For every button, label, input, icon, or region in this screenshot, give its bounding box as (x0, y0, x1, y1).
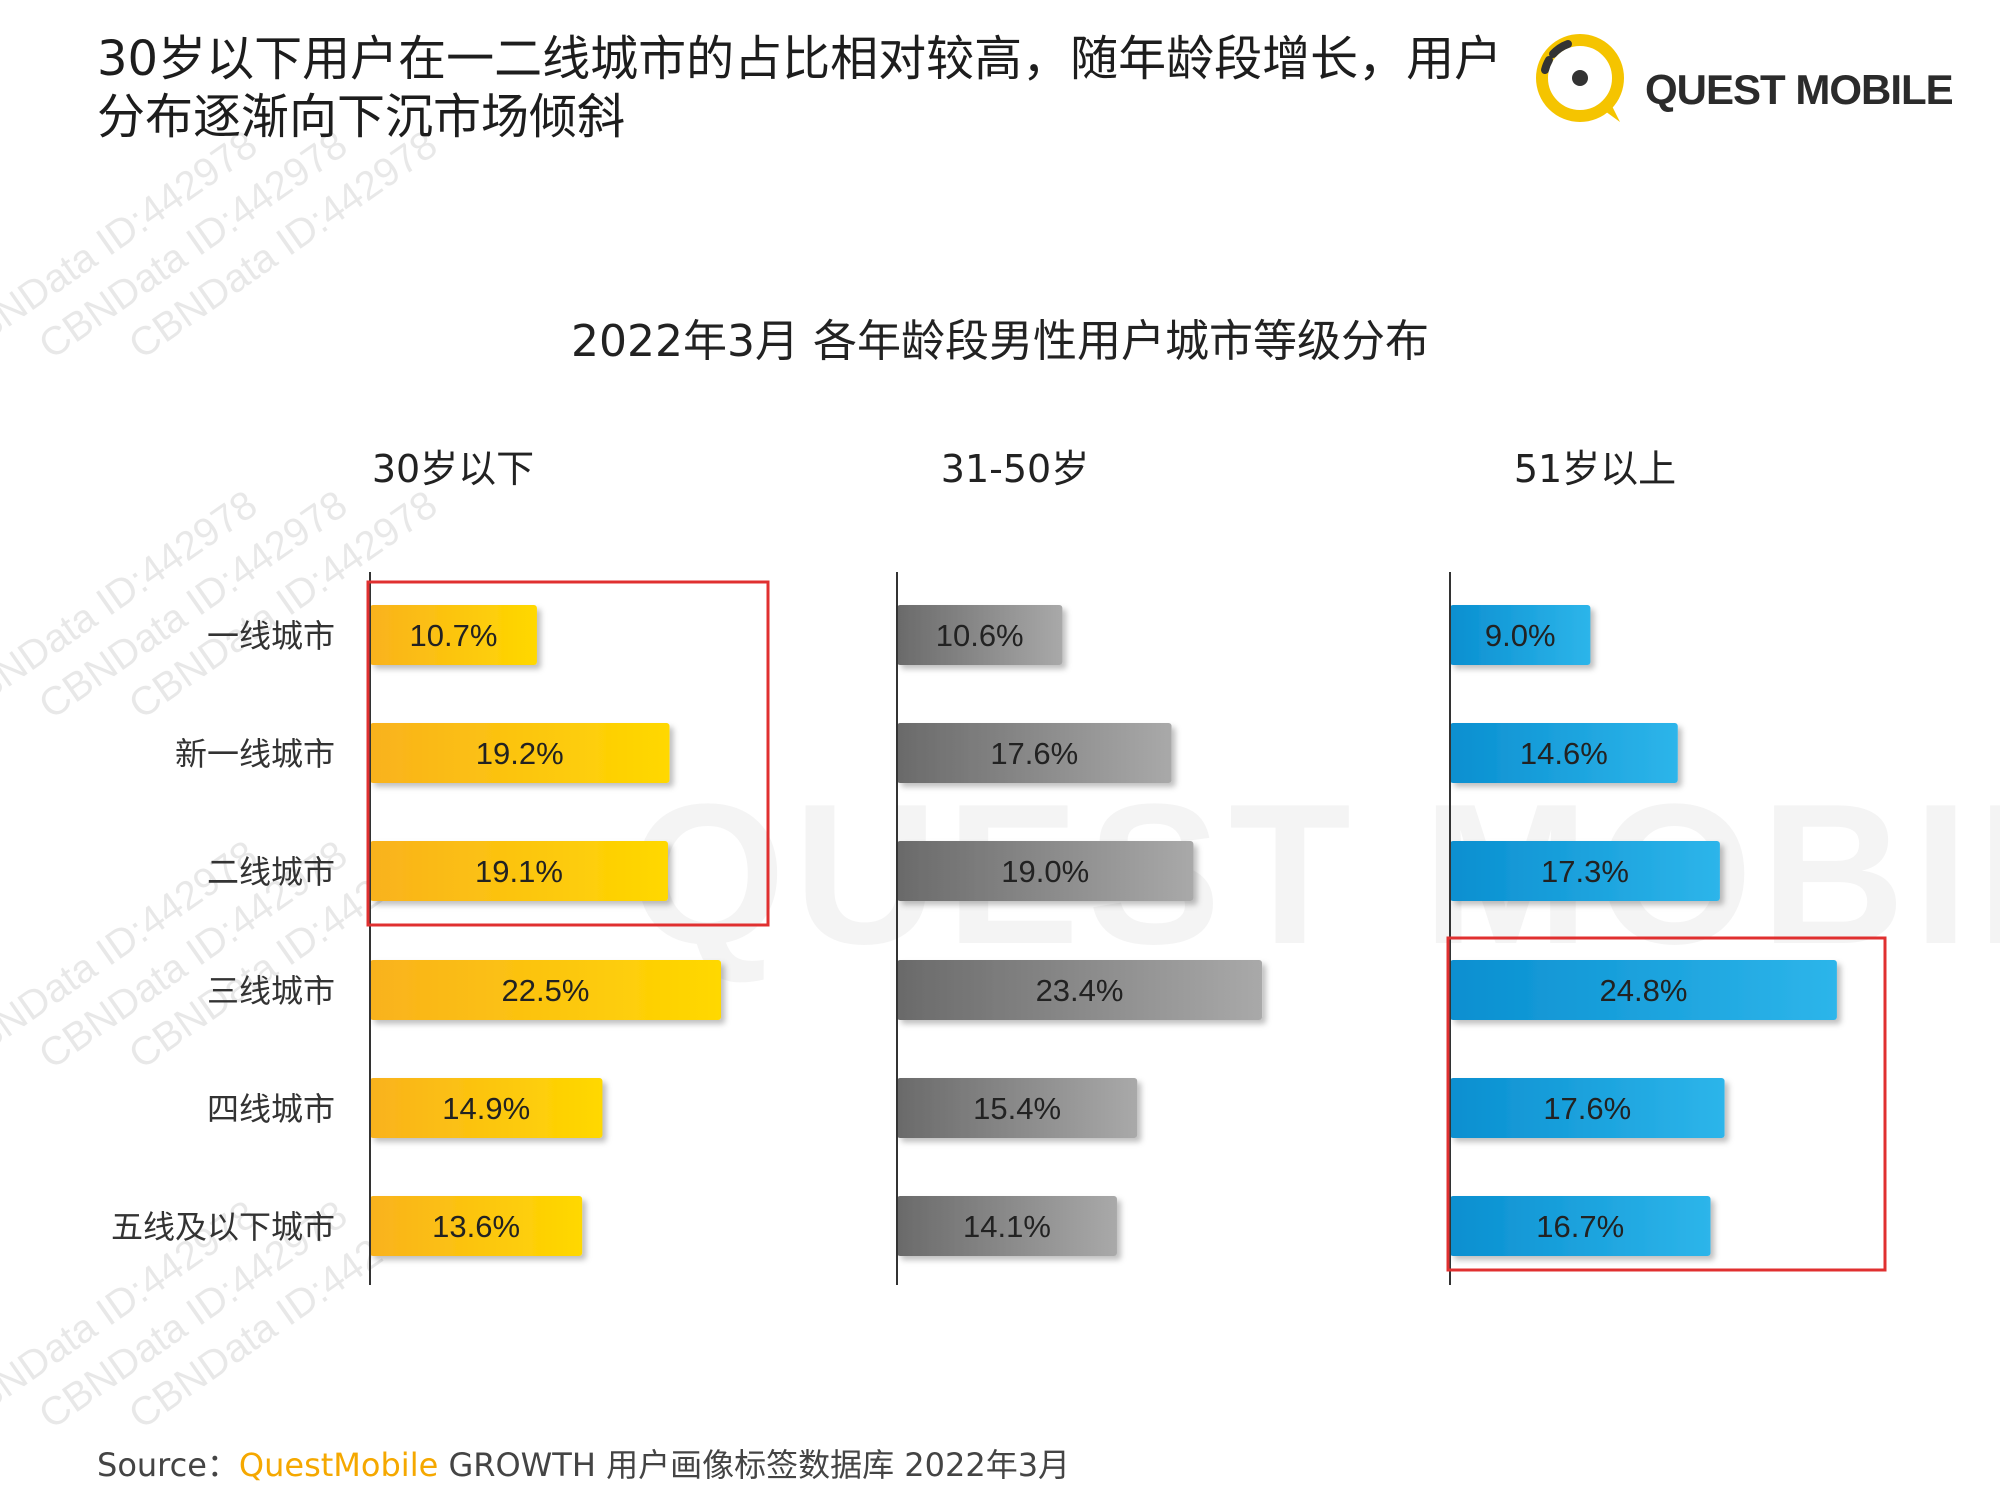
bar (1450, 723, 1678, 783)
logo-mark-icon (1536, 34, 1624, 122)
data-label: 24.8% (1599, 973, 1687, 1008)
category-label: 一线城市 (207, 617, 335, 655)
data-label: 13.6% (432, 1209, 520, 1244)
bar (1450, 1196, 1711, 1256)
big-watermark: QUEST MOBILE (630, 760, 2000, 990)
source-brand: QuestMobile (238, 1446, 439, 1484)
panel-title: 31-50岁 (941, 447, 1089, 491)
data-label: 19.0% (1001, 854, 1089, 889)
bar (897, 841, 1194, 901)
data-label: 14.9% (442, 1091, 530, 1126)
panel-title: 30岁以下 (372, 447, 534, 491)
logo-text: QUEST MOBILE (1645, 66, 1954, 113)
highlight-box (1446, 936, 1887, 1272)
data-label: 16.7% (1536, 1209, 1624, 1244)
source-label: Source： (97, 1446, 239, 1484)
data-label: 17.6% (990, 736, 1078, 771)
data-label: 15.4% (973, 1091, 1061, 1126)
data-label: 10.7% (410, 618, 498, 653)
bar (370, 1196, 583, 1256)
data-label: 19.1% (475, 854, 563, 889)
bar (897, 605, 1063, 665)
category-label: 二线城市 (207, 853, 335, 891)
data-label: 9.0% (1485, 618, 1556, 653)
bar (897, 1078, 1138, 1138)
bar (1450, 1078, 1725, 1138)
bar (370, 841, 668, 901)
category-label: 五线及以下城市 (111, 1208, 335, 1246)
source-note: Source：QuestMobile GROWTH 用户画像标签数据库 2022… (97, 1440, 1070, 1486)
bar (897, 723, 1172, 783)
data-label: 23.4% (1036, 973, 1124, 1008)
bar (370, 605, 537, 665)
category-label: 四线城市 (207, 1090, 335, 1128)
bar (370, 723, 670, 783)
panel-title: 51岁以上 (1514, 447, 1676, 491)
bar (1450, 841, 1720, 901)
data-label: 10.6% (936, 618, 1024, 653)
data-label: 14.1% (963, 1209, 1051, 1244)
data-label: 22.5% (502, 973, 590, 1008)
chart-title: 2022年3月 各年龄段男性用户城市等级分布 (571, 316, 1429, 367)
bar (897, 1196, 1117, 1256)
bar (370, 960, 721, 1020)
data-label: 14.6% (1520, 736, 1608, 771)
data-label: 17.6% (1543, 1091, 1631, 1126)
bar (1450, 960, 1837, 1020)
source-detail: GROWTH 用户画像标签数据库 2022年3月 (438, 1446, 1071, 1484)
logo: QUEST MOBILE (1528, 26, 1954, 126)
bar (370, 1078, 603, 1138)
page-headline: 30岁以下用户在一二线城市的占比相对较高，随年龄段增长，用户分布逐渐向下沉市场倾… (97, 31, 1503, 145)
data-label: 19.2% (476, 736, 564, 771)
bar (897, 960, 1263, 1020)
data-label: 17.3% (1541, 854, 1629, 889)
bar (1450, 605, 1591, 665)
category-label: 三线城市 (207, 972, 335, 1010)
highlight-box (366, 580, 770, 927)
category-label: 新一线城市 (175, 735, 335, 773)
